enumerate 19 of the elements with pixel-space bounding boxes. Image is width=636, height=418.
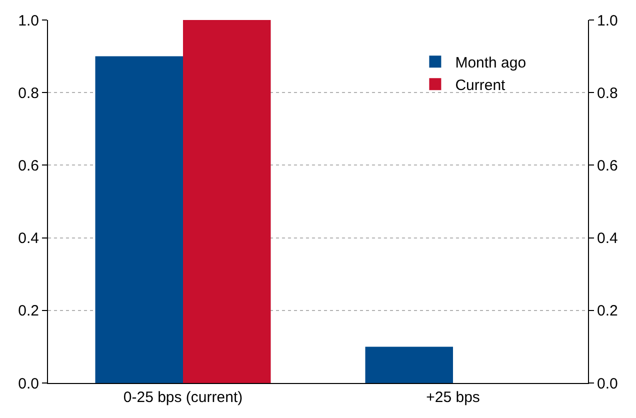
bar — [365, 346, 453, 383]
y-tick-label: 0.2 — [18, 302, 39, 320]
y-tick-label: 0.0 — [18, 375, 39, 392]
y-tick-label: 1.0 — [18, 12, 39, 30]
y-tick-label: 0.4 — [18, 230, 39, 248]
y2-tick-label: 0.8 — [597, 84, 618, 102]
y2-tick-label: 0.2 — [597, 302, 618, 320]
x-tick-label: +25 bps — [426, 389, 480, 406]
y-tick-label: 0.8 — [18, 84, 39, 102]
y2-tick-label: 0.4 — [597, 230, 618, 248]
y2-tick-label: 1.0 — [597, 12, 618, 30]
bar — [183, 20, 271, 383]
y2-tick-label: 0.0 — [597, 375, 618, 392]
bar — [95, 56, 183, 383]
y-tick-label: 0.6 — [18, 157, 39, 174]
legend-label: Current — [455, 77, 506, 94]
x-tick-label: 0-25 bps (current) — [123, 389, 243, 406]
legend-label: Month ago — [455, 54, 526, 72]
y2-tick-label: 0.6 — [597, 157, 618, 174]
